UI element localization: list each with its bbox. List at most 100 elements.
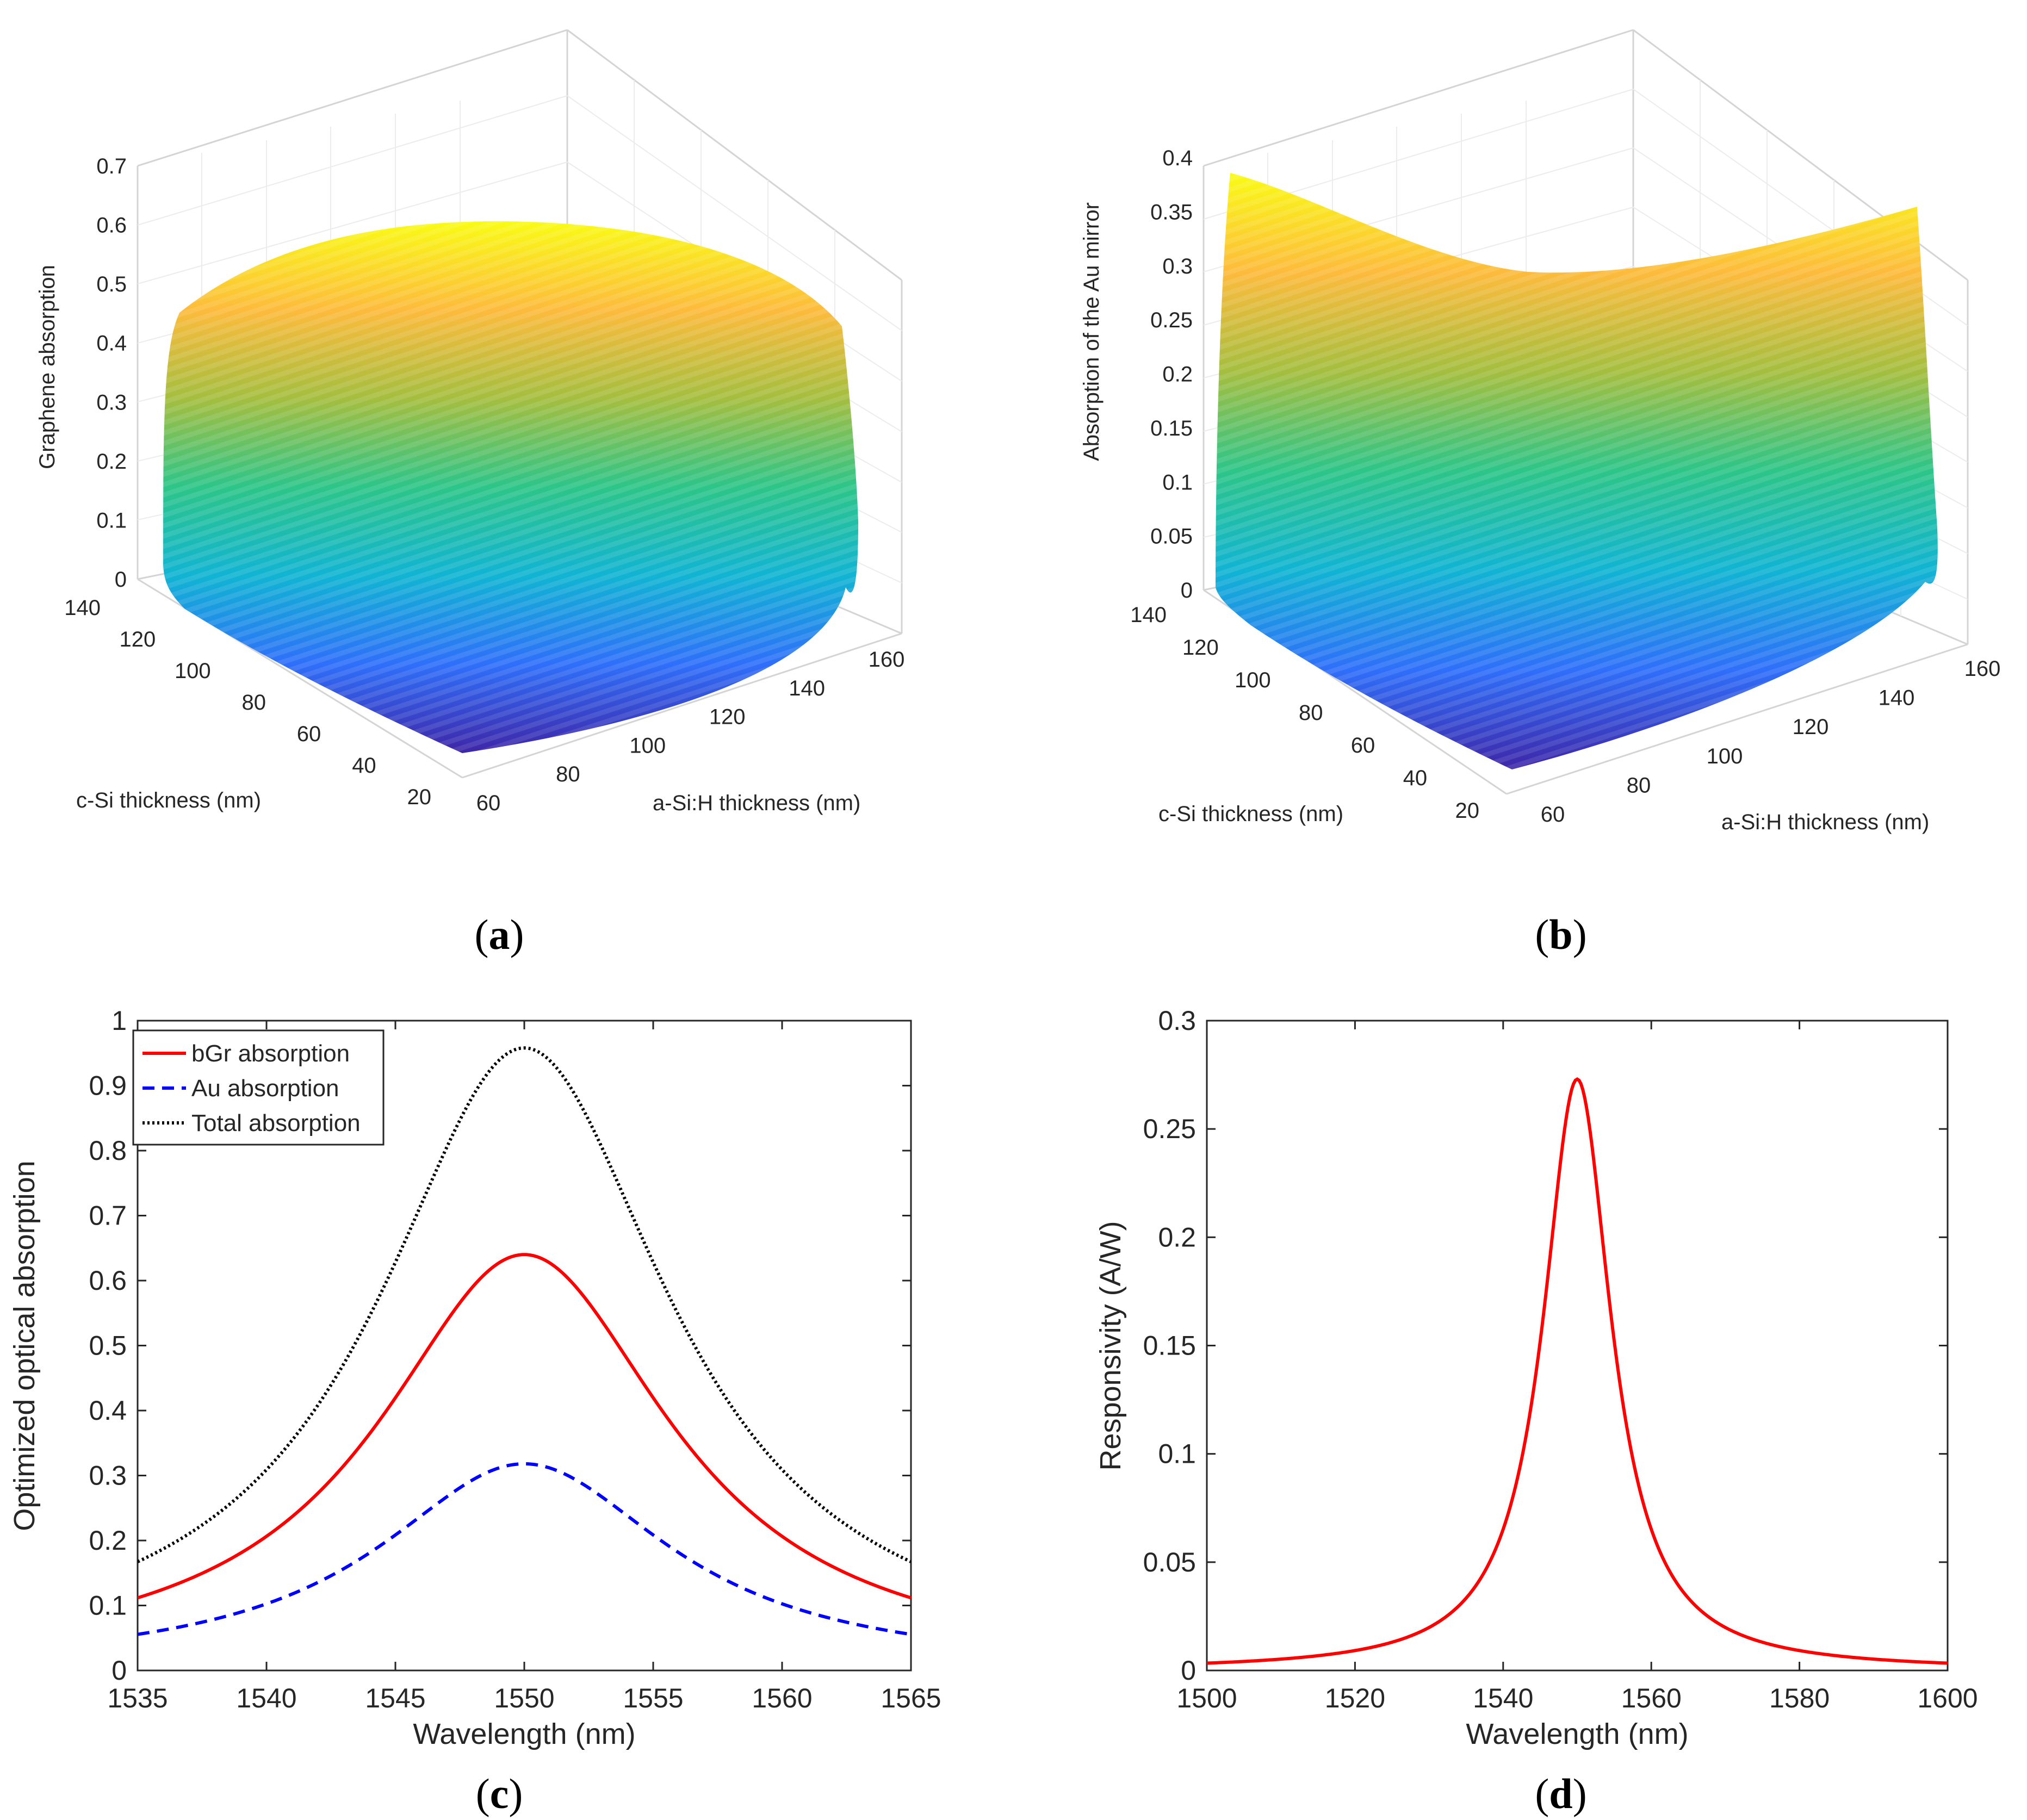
- y-tick-label: 80: [556, 762, 580, 786]
- y-tick-label: 0.1: [1158, 1439, 1196, 1469]
- legend-label-total: Total absorption: [191, 1110, 361, 1136]
- z-tick-label: 0.1: [1162, 470, 1193, 494]
- x-tick-label: 100: [175, 659, 211, 683]
- panel-a-surface-mesh: [163, 221, 858, 753]
- y-tick-label: 0.6: [89, 1265, 127, 1296]
- x-tick-label: 1550: [494, 1683, 554, 1713]
- panel-d-xlabel: Wavelength (nm): [1466, 1718, 1688, 1750]
- x-tick-label: 1560: [1621, 1683, 1682, 1713]
- z-tick-label: 0.15: [1150, 417, 1193, 440]
- x-tick-label: 60: [297, 722, 321, 746]
- z-tick-label: 0.3: [1162, 254, 1193, 278]
- x-tick-label: 1565: [881, 1683, 941, 1713]
- panel-b-surface-plot: 0 0.05 0.1 0.15 0.2 0.25 0.3 0.35 0.4 20 40 60 80 10…: [1080, 29, 2001, 834]
- y-tick-label: 0.3: [1158, 1005, 1196, 1036]
- panel-b-label: (b): [1535, 911, 1586, 958]
- panel-b-xlabel: c-Si thickness (nm): [1158, 802, 1343, 826]
- panel-d-ylabel: Responsivity (A/W): [1094, 1221, 1127, 1470]
- y-tick-label: 160: [869, 648, 905, 672]
- x-tick-label: 20: [407, 785, 432, 809]
- y-tick-label: 0.7: [89, 1201, 127, 1231]
- panel-d-line-chart: 1500 1520 1540 1560 1580 1600 0 0.05 0.1 0.15 0.2 0…: [1094, 1005, 1978, 1750]
- z-tick-label: 0.2: [96, 450, 127, 474]
- z-tick-label: 0.35: [1150, 200, 1193, 224]
- x-tick-label: 80: [242, 691, 266, 715]
- legend-box: [132, 1029, 385, 1146]
- series-bgr-absorption-line: [138, 1253, 911, 1600]
- panel-d-label: (d): [1535, 1770, 1586, 1817]
- x-tick-label: 20: [1455, 799, 1480, 823]
- panel-d-plot-area: [1206, 1020, 1949, 1672]
- panel-b-z-axis: 0 0.05 0.1 0.15 0.2 0.25 0.3 0.35 0.4: [1150, 146, 1193, 602]
- y-tick-label: 80: [1627, 773, 1651, 797]
- y-tick-label: 140: [789, 676, 825, 700]
- y-tick-label: 120: [1793, 715, 1829, 739]
- x-tick-label: 1545: [365, 1683, 425, 1713]
- x-tick-label: 1560: [752, 1683, 812, 1713]
- y-tick-label: 0.5: [89, 1331, 127, 1361]
- x-tick-label: 1535: [107, 1683, 168, 1713]
- panel-c-ylabel: Optimized optical absorption: [8, 1160, 41, 1531]
- x-tick-label: 140: [64, 596, 101, 620]
- panel-c-ticks: 1535 1540 1545 1550 1555 1560 1565 0 0.1 0.2 0.3 0.…: [89, 1005, 941, 1713]
- y-tick-label: 0.2: [1158, 1222, 1196, 1252]
- z-tick-label: 0.2: [1162, 363, 1193, 387]
- z-tick-label: 0: [115, 568, 127, 592]
- y-tick-label: 0.15: [1143, 1331, 1196, 1361]
- x-tick-label: 1540: [1473, 1683, 1533, 1713]
- x-tick-label: 1520: [1325, 1683, 1385, 1713]
- x-tick-label: 1600: [1917, 1683, 1978, 1713]
- z-tick-label: 0.25: [1150, 308, 1193, 332]
- y-tick-label: 100: [1707, 744, 1743, 768]
- x-tick-label: 1540: [236, 1683, 296, 1713]
- panel-b-surface-mesh: [1216, 173, 1938, 769]
- panel-b-x-axis: 20 40 60 80 100 120 140: [1130, 603, 1479, 823]
- y-tick-label: 0.9: [89, 1071, 127, 1101]
- y-tick-label: 0.25: [1143, 1114, 1196, 1144]
- x-tick-label: 1580: [1769, 1683, 1830, 1713]
- x-tick-label: 1555: [623, 1683, 683, 1713]
- series-responsivity-line: [1207, 1077, 1948, 1665]
- panel-a-x-axis: 20 40 60 80 100 120 140: [64, 596, 431, 809]
- panel-d-ticks: 1500 1520 1540 1560 1580 1600 0 0.05 0.1 0.15 0.2 0…: [1143, 1005, 1978, 1713]
- panel-c-legend: bGr absorption Au absorption Total absor…: [132, 1029, 385, 1146]
- y-tick-label: 0.8: [89, 1135, 127, 1166]
- z-tick-label: 0: [1181, 579, 1193, 602]
- x-tick-label: 1500: [1176, 1683, 1237, 1713]
- panel-a-z-axis: 0 0.1 0.2 0.3 0.4 0.5 0.6 0.7: [96, 154, 127, 592]
- panel-b-y-axis: 60 80 100 120 140 160: [1541, 657, 2001, 827]
- x-tick-label: 140: [1130, 603, 1167, 627]
- z-tick-label: 0.5: [96, 272, 127, 296]
- panel-b-surface: [1216, 173, 1938, 769]
- y-tick-label: 0.05: [1143, 1547, 1196, 1577]
- x-tick-label: 40: [1403, 766, 1428, 790]
- y-tick-label: 120: [709, 705, 746, 729]
- y-tick-label: 0: [111, 1655, 127, 1686]
- y-tick-label: 160: [1964, 657, 2001, 681]
- x-tick-label: 100: [1235, 668, 1271, 692]
- z-tick-label: 0.4: [96, 332, 127, 356]
- series-au-absorption-line: [138, 1462, 911, 1636]
- x-tick-label: 120: [120, 628, 156, 651]
- y-tick-label: 0: [1181, 1655, 1196, 1686]
- panel-c-line-chart: 1535 1540 1545 1550 1555 1560 1565 0 0.1 0.2 0.3 0.…: [8, 1005, 941, 1750]
- y-tick-label: 1: [111, 1005, 127, 1036]
- panel-a-xlabel: c-Si thickness (nm): [76, 788, 261, 812]
- panel-a-surface: [163, 221, 858, 753]
- z-tick-label: 0.4: [1162, 146, 1193, 170]
- legend-label-bgr: bGr absorption: [191, 1040, 350, 1067]
- panel-b-ylabel: a-Si:H thickness (nm): [1721, 810, 1929, 834]
- z-tick-label: 0.1: [96, 508, 127, 532]
- panel-a-label: (a): [475, 911, 524, 958]
- x-tick-label: 40: [352, 754, 376, 778]
- y-tick-label: 140: [1879, 686, 1915, 710]
- z-tick-label: 0.3: [96, 390, 127, 414]
- series-total-absorption-line: [138, 1046, 911, 1563]
- x-tick-label: 120: [1182, 636, 1219, 660]
- y-tick-label: 0.4: [89, 1395, 127, 1426]
- legend-label-au: Au absorption: [191, 1075, 339, 1102]
- panel-a-zlabel: Graphene absorption: [35, 265, 59, 469]
- y-tick-label: 0.1: [89, 1591, 127, 1621]
- x-tick-label: 60: [1351, 734, 1375, 757]
